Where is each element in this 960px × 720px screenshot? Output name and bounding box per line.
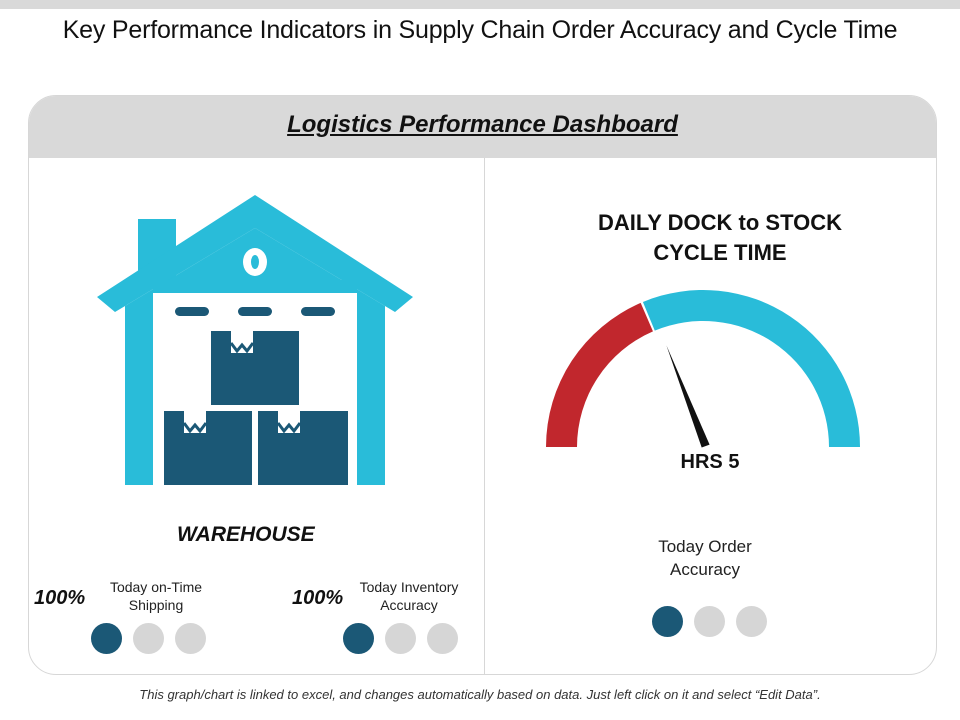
inventory-accuracy-label: Today Inventory Accuracy	[350, 578, 468, 614]
ontime-shipping-label-line1: Today on-Time	[109, 579, 203, 595]
warehouse-icon	[97, 195, 413, 485]
dashboard-card: Logistics Performance Dashboard	[28, 95, 937, 675]
ontime-shipping-dot-2	[133, 623, 164, 654]
top-accent-bar	[0, 0, 960, 9]
ontime-shipping-dot-3	[175, 623, 206, 654]
inventory-accuracy-dot-3	[427, 623, 458, 654]
gauge-teal-segment	[642, 290, 860, 447]
box-bottom-left	[164, 411, 252, 485]
gauge-title-line2: CYCLE TIME	[653, 240, 787, 265]
warehouse-label: WAREHOUSE	[177, 523, 315, 546]
ontime-shipping-label: Today on-Time Shipping	[96, 578, 216, 614]
ontime-shipping-value: 100%	[34, 587, 86, 609]
box-top	[211, 331, 299, 405]
inventory-accuracy-value: 100%	[292, 587, 344, 609]
inventory-accuracy-label-line1: Today Inventory	[359, 579, 459, 595]
gauge-needle	[666, 345, 710, 448]
inventory-accuracy-dot-1	[343, 623, 374, 654]
gauge-title: DAILY DOCK to STOCK CYCLE TIME	[560, 208, 880, 268]
gauge-value: HRS 5	[680, 451, 740, 473]
inventory-accuracy-dot-2	[385, 623, 416, 654]
footnote: This graph/chart is linked to excel, and…	[139, 687, 821, 702]
order-accuracy-dot-2	[694, 606, 725, 637]
panel-divider	[484, 158, 485, 674]
order-accuracy-label-line2: Accuracy	[670, 560, 740, 579]
order-accuracy-label-line1: Today Order	[658, 537, 752, 556]
dashboard-header: Logistics Performance Dashboard	[29, 96, 936, 158]
box-bottom-right	[258, 411, 348, 485]
dashboard-title: Logistics Performance Dashboard	[287, 111, 678, 138]
page-title: Key Performance Indicators in Supply Cha…	[62, 16, 898, 44]
cycle-time-gauge	[546, 290, 860, 448]
order-accuracy-dot-3	[736, 606, 767, 637]
ontime-shipping-dot-1	[91, 623, 122, 654]
gauge-red-segment	[546, 302, 653, 447]
gauge-title-line1: DAILY DOCK to STOCK	[597, 210, 843, 235]
ontime-shipping-label-line2: Shipping	[128, 597, 184, 613]
inventory-accuracy-label-line2: Accuracy	[380, 597, 438, 613]
order-accuracy-dot-1	[652, 606, 683, 637]
order-accuracy-label: Today Order Accuracy	[625, 535, 785, 581]
